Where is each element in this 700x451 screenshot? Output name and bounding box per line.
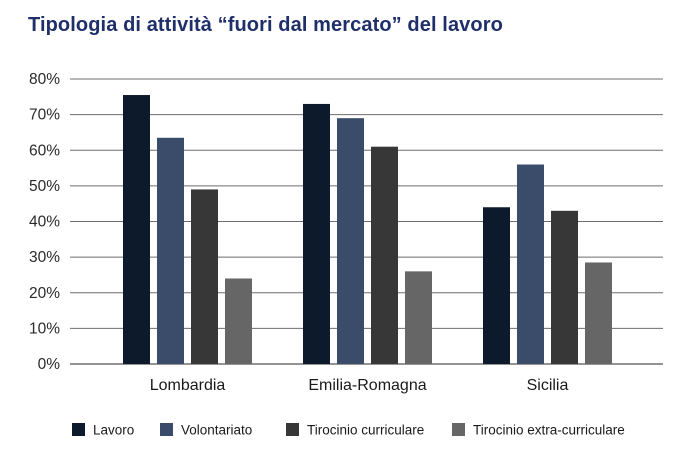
x-axis-labels: Lombardia Emilia-Romagna Sicilia [150, 377, 569, 394]
y-tick-label: 70% [29, 107, 60, 124]
bars [123, 95, 612, 364]
x-category-label: Sicilia [527, 377, 569, 394]
bar-emilia-romagna-tirocinio-extra-curriculare [405, 271, 432, 364]
bar-lombardia-tirocinio-extra-curriculare [225, 278, 252, 364]
y-tick-label: 0% [38, 356, 61, 373]
legend-swatch [72, 423, 85, 436]
y-axis-ticks: 0% 10% 20% 30% 40% 50% 60% 70% 80% [29, 71, 60, 373]
legend-label: Volontariato [181, 423, 252, 438]
y-tick-label: 10% [29, 320, 60, 337]
legend-swatch [160, 423, 173, 436]
bar-emilia-romagna-volontariato [337, 118, 364, 364]
bar-sicilia-lavoro [483, 207, 510, 364]
y-tick-label: 50% [29, 178, 60, 195]
y-tick-label: 60% [29, 142, 60, 159]
bar-emilia-romagna-tirocinio-curriculare [371, 146, 398, 364]
y-tick-label: 20% [29, 285, 60, 302]
legend-swatch [286, 423, 299, 436]
bar-sicilia-volontariato [517, 164, 544, 364]
x-category-label: Emilia-Romagna [308, 377, 426, 394]
chart-title: Tipologia di attività “fuori dal mercato… [28, 14, 503, 36]
bar-lombardia-tirocinio-curriculare [191, 189, 218, 364]
bar-sicilia-tirocinio-curriculare [551, 210, 578, 364]
legend-label: Tirocinio extra-curriculare [473, 423, 625, 438]
y-tick-label: 40% [29, 214, 60, 231]
y-tick-label: 80% [29, 71, 60, 88]
bar-lombardia-volontariato [157, 137, 184, 364]
x-category-label: Lombardia [150, 377, 226, 394]
y-tick-label: 30% [29, 249, 60, 266]
legend-swatch [452, 423, 465, 436]
legend-label: Tirocinio curriculare [307, 423, 424, 438]
legend: Lavoro Volontariato Tirocinio curriculare T… [72, 423, 625, 438]
bar-lombardia-lavoro [123, 95, 150, 364]
bar-emilia-romagna-lavoro [303, 103, 330, 364]
legend-label: Lavoro [93, 423, 134, 438]
bar-sicilia-tirocinio-extra-curriculare [585, 262, 612, 364]
